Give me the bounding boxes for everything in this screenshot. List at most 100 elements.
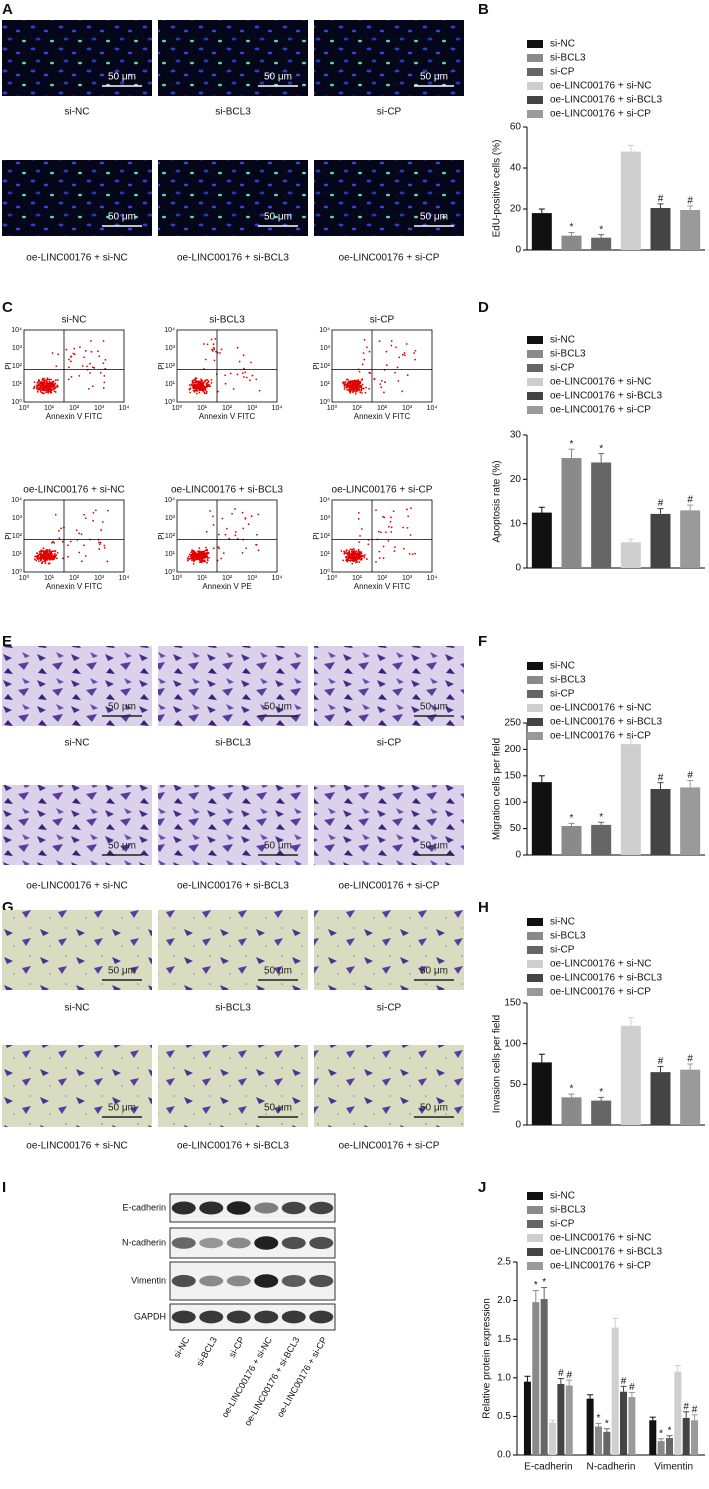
flow-event <box>67 544 69 547</box>
bar <box>531 512 552 568</box>
flow-x-tick: 10² <box>69 575 80 582</box>
flow-y-label: PI <box>312 532 321 540</box>
flow-event <box>358 553 361 556</box>
flow-event <box>40 387 43 389</box>
flow-event <box>200 389 203 392</box>
micrograph <box>158 1045 308 1127</box>
flow-event <box>78 532 81 535</box>
flow-event <box>102 521 104 523</box>
flow-event <box>91 385 94 388</box>
flow-event <box>360 558 363 561</box>
flow-event <box>42 552 45 555</box>
blot-frame <box>169 1227 336 1259</box>
bar <box>620 1025 641 1125</box>
flow-event <box>192 381 195 384</box>
flow-event <box>193 550 195 553</box>
flow-event <box>345 549 348 551</box>
bar <box>649 1420 657 1455</box>
flow-event <box>50 378 52 381</box>
flow-event <box>49 383 52 385</box>
flow-event <box>355 390 357 393</box>
flow-event <box>200 378 202 381</box>
legend-swatch <box>527 392 543 400</box>
flow-event <box>394 546 396 548</box>
flow-event <box>202 385 205 388</box>
flow-event <box>194 554 197 557</box>
flow-event <box>379 383 382 386</box>
flow-y-tick: 10² <box>165 363 176 370</box>
flow-event <box>57 530 60 532</box>
panel-label: B <box>478 1 489 18</box>
legend-label: si-CP <box>550 689 575 700</box>
flow-event <box>345 386 348 389</box>
flow-x-tick: 10⁰ <box>19 404 30 412</box>
flow-event <box>40 550 43 553</box>
flow-event <box>403 354 406 357</box>
flow-event <box>48 556 51 559</box>
flow-event <box>194 389 197 392</box>
bar <box>620 744 641 855</box>
flow-event <box>106 509 109 512</box>
legend-swatch <box>527 1192 543 1200</box>
flow-title: si-NC <box>62 315 87 326</box>
flow-x-tick: 10⁰ <box>19 574 30 582</box>
blot-lane-label: si-CP <box>227 1335 247 1359</box>
bar <box>586 1398 594 1455</box>
y-tick-label: 1.5 <box>497 1334 511 1345</box>
flow-event <box>348 556 351 558</box>
flow-event <box>197 555 200 558</box>
y-tick-label: 100 <box>504 797 521 808</box>
flow-event <box>103 374 106 377</box>
bar <box>620 1391 628 1455</box>
flow-event <box>35 555 38 558</box>
flow-event <box>357 379 360 382</box>
flow-event <box>401 390 404 393</box>
flow-event <box>197 383 200 386</box>
micrograph <box>314 910 464 990</box>
scale-bar-label: 50 μm <box>264 702 292 713</box>
flow-y-tick: 10⁰ <box>11 568 22 576</box>
bar <box>531 213 552 250</box>
flow-event <box>225 527 228 530</box>
flow-event <box>205 390 208 393</box>
flow-event <box>221 517 224 520</box>
flow-event <box>236 373 239 376</box>
flow-y-tick: 10⁰ <box>319 568 330 576</box>
flow-event <box>343 384 346 387</box>
flow-event <box>348 384 351 387</box>
bar <box>523 1381 531 1455</box>
flow-event <box>359 534 361 537</box>
flow-event <box>42 384 45 387</box>
blot-band <box>254 1236 279 1250</box>
flow-event <box>390 516 392 519</box>
flow-event <box>45 391 48 394</box>
significance-mark: * <box>570 222 574 233</box>
flow-event <box>67 555 69 558</box>
flow-event <box>56 379 59 381</box>
blot-band <box>199 1201 224 1215</box>
flow-y-tick: 10⁴ <box>319 497 330 504</box>
flow-event <box>382 515 385 518</box>
flow-event <box>33 386 36 389</box>
flow-event <box>188 553 191 556</box>
flow-x-tick: 10¹ <box>44 575 55 582</box>
flow-event <box>345 552 348 555</box>
flow-event <box>355 559 358 562</box>
flow-y-tick: 10³ <box>165 515 176 522</box>
flow-event <box>187 558 189 560</box>
flow-x-tick: 10³ <box>247 575 258 582</box>
legend-label: si-BCL3 <box>550 349 586 360</box>
flow-event <box>200 559 202 562</box>
legend-swatch <box>527 704 543 712</box>
significance-mark: * <box>534 1280 538 1291</box>
significance-mark: * <box>599 224 603 235</box>
flow-y-tick: 10³ <box>12 515 23 522</box>
legend-swatch <box>527 406 543 414</box>
legend-label: si-CP <box>550 1219 575 1230</box>
flow-y-tick: 10³ <box>320 515 331 522</box>
flow-event <box>206 561 209 564</box>
flow-event <box>84 349 87 352</box>
flow-event <box>206 552 209 554</box>
flow-event <box>192 389 195 392</box>
flow-event <box>205 392 208 395</box>
